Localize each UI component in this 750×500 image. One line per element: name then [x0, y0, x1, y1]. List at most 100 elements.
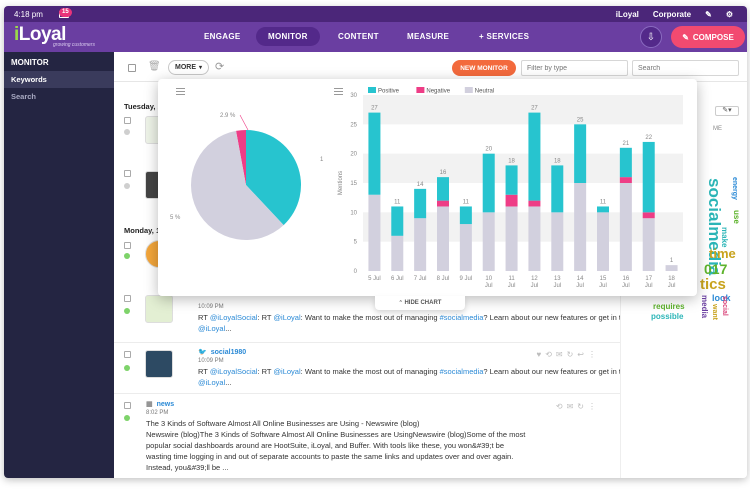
account-name[interactable]: 🐦 social1980: [198, 348, 648, 356]
status-dot: [124, 129, 130, 135]
hide-chart-label: HIDE CHART: [404, 300, 442, 306]
hashtag-link[interactable]: #socialmedia: [439, 367, 484, 376]
bar-positive: [391, 206, 404, 236]
post-text-part: : RT: [257, 367, 274, 376]
cloud-word[interactable]: socialmedia: [705, 178, 724, 276]
post-time: 8:02 PM: [146, 410, 169, 416]
sidebar-item-keywords[interactable]: Keywords: [4, 71, 114, 88]
bar-neutral: [642, 218, 655, 271]
nav-services[interactable]: + SERVICES: [479, 32, 530, 41]
x-tick-label: 12 Jul: [531, 276, 539, 289]
trash-icon[interactable]: 🗑: [148, 61, 161, 72]
logo[interactable]: iLoyal: [14, 24, 66, 45]
cloud-word[interactable]: use: [732, 210, 741, 224]
more-dropdown[interactable]: MORE ▾: [168, 60, 209, 75]
y-tick-label: 0: [354, 269, 358, 275]
mention-link[interactable]: @iLoyal: [273, 367, 301, 376]
hashtag-link[interactable]: #socialmedia: [439, 313, 484, 322]
y-tick-label: 25: [350, 122, 357, 128]
bar-total-label: 1: [670, 258, 674, 264]
list-item: ▦ news 8:02 PM The 3 Kinds of Software Al…: [146, 400, 606, 473]
cloud-word[interactable]: want: [711, 304, 718, 320]
edit-dropdown[interactable]: ✎▾: [715, 106, 739, 116]
bar-negative: [528, 200, 541, 207]
bar-neutral: [437, 206, 449, 271]
bar-total-label: 20: [485, 147, 492, 153]
post-line: Instead, you&#39;ll be ...: [146, 463, 229, 472]
new-monitor-button[interactable]: NEW MONITOR: [452, 60, 516, 76]
grid-band: [363, 153, 683, 183]
avatar: [145, 295, 173, 323]
sidebar-title: MONITOR: [11, 58, 49, 67]
x-tick-line: 15: [600, 276, 607, 282]
cloud-word[interactable]: tics: [700, 276, 726, 293]
mention-link[interactable]: @iLoyalSocial: [209, 367, 258, 376]
refresh-icon[interactable]: ⟳: [215, 61, 225, 73]
pie-label: 1: [320, 157, 324, 163]
post-actions[interactable]: ♥⟲✉↻↩⋮: [536, 350, 600, 359]
bar-neutral: [391, 235, 404, 271]
mention-link[interactable]: @iLoyal: [273, 313, 301, 322]
settings-icon[interactable]: ⚙: [725, 9, 733, 19]
account-name[interactable]: ▦ news: [146, 400, 606, 408]
bar-total-label: 18: [554, 158, 561, 164]
cloud-word[interactable]: requires: [653, 302, 685, 311]
pie-menu-icon[interactable]: [176, 88, 185, 89]
bar-total-label: 21: [623, 141, 630, 147]
cloud-word[interactable]: time: [709, 246, 736, 261]
bar-neutral: [528, 206, 541, 271]
row-checkbox[interactable]: [124, 117, 131, 124]
mention-link[interactable]: @iLoyalSocial: [209, 313, 258, 322]
x-tick-label: 13 Jul: [553, 276, 561, 289]
row-checkbox[interactable]: [124, 402, 131, 409]
cloud-word[interactable]: media: [700, 295, 709, 319]
cloud-word[interactable]: 017: [704, 261, 728, 277]
mention-link[interactable]: @iLoyal: [198, 324, 226, 333]
user-download-button[interactable]: ⇩: [640, 26, 662, 48]
nav-monitor[interactable]: MONITOR: [256, 27, 320, 46]
cloud-word[interactable]: energy: [731, 177, 738, 200]
cloud-word[interactable]: look: [712, 293, 731, 303]
search-input[interactable]: [632, 60, 739, 76]
divider: [114, 342, 620, 343]
bar-neutral: [368, 194, 381, 271]
tools-icon[interactable]: ✎: [705, 9, 712, 19]
avatar: [145, 350, 173, 378]
cloud-word[interactable]: possible: [651, 312, 684, 321]
bar-neutral: [482, 212, 495, 271]
clock: 4:18 pm: [14, 9, 43, 19]
cloud-word[interactable]: make: [720, 227, 729, 248]
x-tick-line: Jul: [622, 283, 630, 289]
select-all-checkbox[interactable]: [128, 64, 136, 72]
post-actions[interactable]: ⟲✉↻⋮: [555, 402, 600, 411]
bar-positive: [437, 177, 449, 201]
row-checkbox[interactable]: [124, 242, 131, 249]
bar-negative: [619, 177, 632, 183]
y-tick-label: 30: [350, 93, 357, 99]
filter-by-type-input[interactable]: [521, 60, 628, 76]
post-line: The 3 Kinds of Software Almost All Onlin…: [146, 419, 420, 428]
brand-switcher[interactable]: iLoyal: [615, 9, 639, 19]
mention-link[interactable]: @iLoyal: [198, 378, 226, 387]
row-checkbox[interactable]: [124, 295, 131, 302]
mail-count-badge: 15: [59, 8, 72, 17]
pie-slice-neutral: [190, 130, 284, 241]
bar-menu-icon[interactable]: [334, 88, 343, 89]
compose-button[interactable]: ✎ COMPOSE: [671, 26, 745, 48]
account-switcher[interactable]: Corporate: [652, 9, 692, 19]
post-text-part: : RT: [257, 313, 274, 322]
day-label: Tuesday, 1: [124, 102, 162, 111]
post-time: 10:09 PM: [198, 358, 224, 364]
nav-content[interactable]: CONTENT: [338, 32, 379, 41]
post-text-part: RT: [198, 313, 210, 322]
row-checkbox[interactable]: [124, 170, 131, 177]
nav-engage[interactable]: ENGAGE: [204, 32, 241, 41]
x-tick-line: Jul: [668, 283, 676, 289]
row-checkbox[interactable]: [124, 351, 131, 358]
sidebar-item-search[interactable]: Search: [11, 92, 37, 101]
hide-chart-button[interactable]: ⌃ HIDE CHART: [375, 296, 465, 310]
y-tick-label: 10: [350, 210, 357, 216]
nav-measure[interactable]: MEASURE: [407, 32, 450, 41]
cloud-word[interactable]: social: [721, 296, 728, 316]
bar-neutral: [459, 224, 472, 271]
